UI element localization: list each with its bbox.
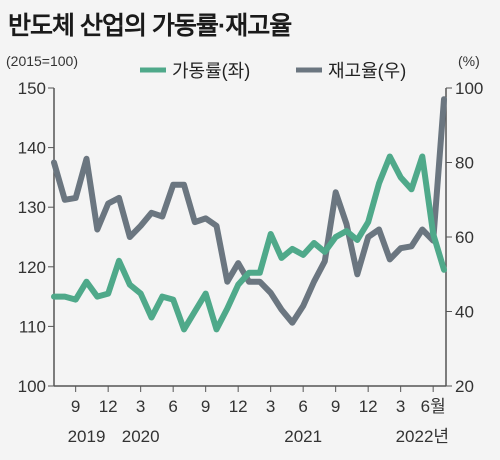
x-tick-label: 12 <box>229 397 248 416</box>
x-tick-label: 9 <box>201 397 210 416</box>
x-year-label: 2019 <box>68 427 106 446</box>
x-tick-label: 12 <box>359 397 378 416</box>
x-tick-label: 3 <box>396 397 405 416</box>
series-line-inventory <box>51 96 447 326</box>
right-axis-unit: (%) <box>458 53 480 69</box>
left-tick-label: 100 <box>18 377 46 396</box>
series-line-operation <box>51 153 447 333</box>
x-tick-label: 12 <box>99 397 118 416</box>
chart-title: 반도체 산업의 가동률·재고율 <box>8 12 292 40</box>
legend-label-inventory: 재고율(우) <box>328 61 406 81</box>
right-tick-label: 20 <box>455 377 474 396</box>
left-tick-label: 140 <box>18 139 46 158</box>
axes <box>48 87 452 392</box>
x-tick-label: 9 <box>331 397 340 416</box>
x-year-label: 2021 <box>284 427 322 446</box>
x-tick-label: 6월 <box>421 397 446 416</box>
x-year-label: 2022년 <box>396 427 449 446</box>
right-tick-label: 60 <box>455 228 474 247</box>
x-tick-label: 6 <box>298 397 307 416</box>
left-tick-label: 120 <box>18 258 46 277</box>
x-tick-label: 3 <box>136 397 145 416</box>
right-tick-label: 80 <box>455 154 474 173</box>
legend-label-operation: 가동률(좌) <box>172 61 250 81</box>
x-year-label: 2020 <box>122 427 160 446</box>
x-tick-label: 3 <box>266 397 275 416</box>
right-tick-label: 100 <box>455 79 483 98</box>
left-tick-label: 150 <box>18 79 46 98</box>
x-tick-label: 9 <box>71 397 80 416</box>
left-tick-label: 130 <box>18 198 46 217</box>
legend: 가동률(좌) 재고율(우) <box>140 61 406 81</box>
right-tick-label: 40 <box>455 303 474 322</box>
series-lines <box>51 96 447 333</box>
x-tick-label: 6 <box>168 397 177 416</box>
tick-labels: 100 110 120 130 140 150 20 40 60 80 100 9 12 3 6 9 12 3 6 9… <box>18 79 484 446</box>
left-axis-unit: (2015=100) <box>6 53 78 69</box>
left-tick-label: 110 <box>19 317 46 336</box>
